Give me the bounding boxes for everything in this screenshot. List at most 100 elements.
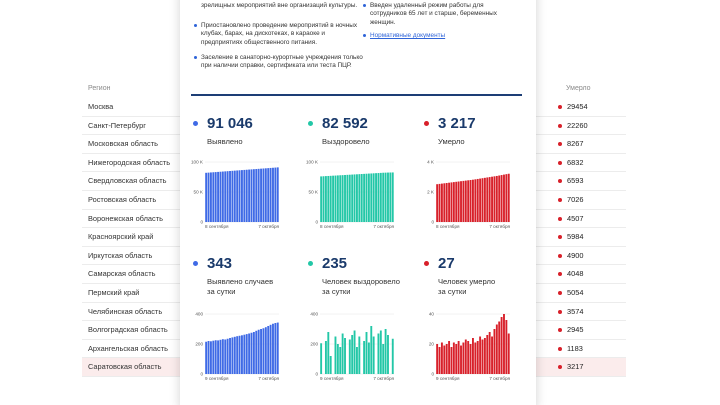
chart-bar <box>379 330 382 374</box>
note-item: зрелищных мероприятий вне организаций ку… <box>201 2 358 9</box>
chart-bar <box>238 170 241 222</box>
chart-bar <box>344 174 346 222</box>
chart-bar <box>339 175 342 222</box>
chart-bar <box>476 178 479 222</box>
chart-bar <box>336 344 339 374</box>
red-dot-icon <box>558 198 562 202</box>
red-dot-icon <box>558 291 562 295</box>
chart-bar <box>469 344 472 374</box>
chart-bar <box>229 338 231 374</box>
chart-bar <box>443 183 446 222</box>
region-deaths: 6832 <box>567 157 584 167</box>
chart-bar <box>457 341 460 374</box>
chart-bar <box>472 179 474 222</box>
chart-bar <box>351 174 354 222</box>
chart-bar <box>387 335 389 374</box>
stat-label: Выздоровело <box>322 137 370 146</box>
chart-bar <box>452 182 455 222</box>
chart-bar <box>207 341 210 374</box>
chart-bar <box>224 171 227 222</box>
chart-bar <box>250 169 253 222</box>
region-name: Красноярский край <box>88 232 154 242</box>
chart-bar <box>219 171 222 222</box>
chart-bar <box>212 172 215 222</box>
stat-value: 82 592 <box>322 115 368 132</box>
chart-bar <box>462 342 465 374</box>
chart-bar <box>358 174 361 222</box>
chart-bar <box>262 328 265 374</box>
region-name: Свердловская область <box>88 176 167 186</box>
stat-value: 343 <box>207 255 233 272</box>
header-region: Регион <box>88 85 111 92</box>
normative-documents-link[interactable]: Нормативные документы <box>370 32 446 39</box>
region-deaths: 6593 <box>567 176 584 186</box>
chart-bar <box>250 332 253 374</box>
chart-bar <box>358 336 361 374</box>
chart-bar <box>505 320 508 374</box>
chart-bar <box>436 184 439 222</box>
chart-bar <box>481 339 484 374</box>
chart-bar <box>382 344 385 374</box>
chart-bar <box>264 327 267 374</box>
x-axis-start-label: 8 сентября <box>436 224 460 229</box>
region-deaths: 2945 <box>567 325 584 335</box>
chart-bar <box>238 335 241 374</box>
tick-label: 20 <box>429 342 435 347</box>
note-item: Нормативные документы <box>363 32 520 40</box>
chart-bar <box>467 180 470 222</box>
chart-bar <box>264 168 267 222</box>
green-dot-icon <box>308 261 313 266</box>
red-dot-icon <box>558 235 562 240</box>
red-dot-icon <box>558 253 562 258</box>
x-axis-start-label: 8 сентября <box>205 224 229 229</box>
region-name: Московская область <box>88 139 158 149</box>
chart-bar <box>440 342 443 374</box>
chart-bar <box>252 332 255 374</box>
chart-bar <box>209 341 212 374</box>
chart-bar <box>488 177 491 222</box>
chart-bar <box>474 342 477 374</box>
chart-bar <box>334 336 337 374</box>
green-dot-icon <box>308 121 313 126</box>
chart-bar <box>274 323 277 374</box>
chart-bar <box>205 172 208 222</box>
chart-bar <box>503 174 505 222</box>
stat-value: 27 <box>438 255 455 272</box>
chart-bar <box>207 172 210 222</box>
chart-bar <box>493 329 496 374</box>
chart-deaths-daily: 40 20 09 сентября 7 октября <box>429 312 511 381</box>
chart-bar <box>370 326 373 374</box>
tick-label: 400 <box>310 312 318 317</box>
chart-bar <box>460 181 462 222</box>
tick-label: 40 <box>429 312 435 317</box>
note-item: Введен удаленный режим работы для сотруд… <box>363 2 520 27</box>
region-deaths: 1183 <box>567 343 583 353</box>
chart-bar <box>391 172 394 222</box>
chart-bar <box>320 176 323 222</box>
chart-detected: 100 K 50 K 08 сентября 7 октября <box>191 160 280 229</box>
chart-bar <box>255 169 258 222</box>
x-axis-end-label: 7 октября <box>373 224 394 229</box>
chart-bar <box>248 333 251 374</box>
stat-label: Умерло <box>438 137 465 146</box>
chart-bar <box>221 171 224 222</box>
chart-bar <box>507 173 510 222</box>
chart-bar <box>474 179 477 222</box>
chart-bar <box>379 172 382 222</box>
chart-bar <box>320 343 323 374</box>
x-axis-end-label: 7 октября <box>258 224 279 229</box>
chart-bar <box>236 170 239 222</box>
x-axis-end-label: 7 октября <box>489 224 510 229</box>
chart-bar <box>267 168 270 222</box>
tick-label: 200 <box>195 342 203 347</box>
chart-bar <box>346 174 349 222</box>
chart-bar <box>248 169 251 222</box>
chart-bar <box>372 336 375 374</box>
chart-bar <box>448 182 451 222</box>
chart-bar <box>503 314 505 374</box>
chart-bar <box>360 174 363 222</box>
chart-bar <box>214 340 217 374</box>
chart-bar <box>327 175 330 222</box>
chart-bar <box>443 345 446 374</box>
chart-bar <box>231 170 234 222</box>
